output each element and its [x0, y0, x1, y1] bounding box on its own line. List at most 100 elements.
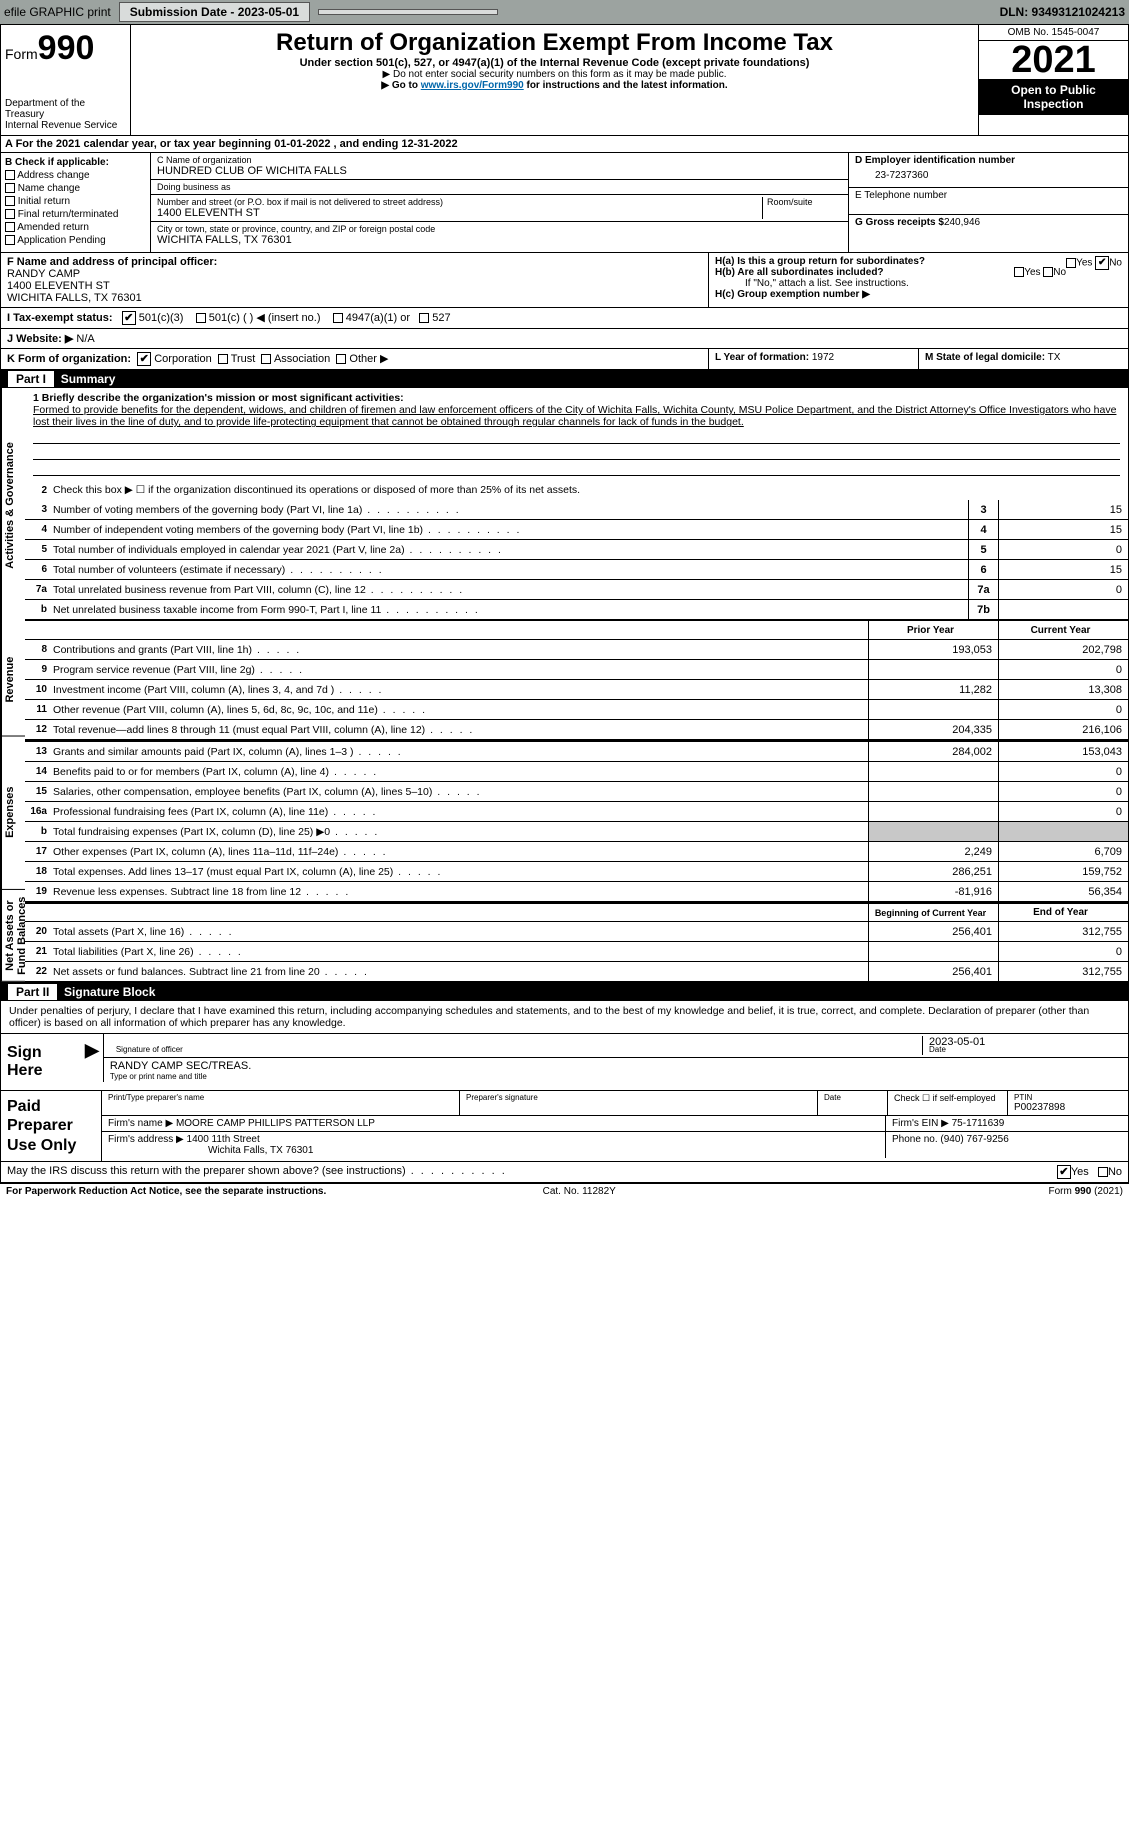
prep-sig-label: Preparer's signature: [466, 1093, 811, 1102]
chk-association[interactable]: [261, 354, 271, 364]
hb-yes-checkbox[interactable]: [1014, 267, 1024, 277]
part-1-body: Activities & Governance Revenue Expenses…: [0, 388, 1129, 983]
open-inspection: Open to Public Inspection: [979, 79, 1128, 115]
addr-label: Number and street (or P.O. box if mail i…: [157, 197, 762, 207]
row-f-label: F Name and address of principal officer:: [7, 256, 217, 268]
form-title: Return of Organization Exempt From Incom…: [135, 29, 974, 57]
form-note1: ▶ Do not enter social security numbers o…: [135, 69, 974, 80]
dept-treasury: Department of the Treasury: [5, 98, 126, 120]
chk-initial-return[interactable]: Initial return: [5, 196, 146, 207]
form-of-org: K Form of organization: ✔ Corporation Tr…: [1, 349, 708, 369]
ha-no-checkbox[interactable]: ✔: [1095, 256, 1109, 270]
addr-cell: Number and street (or P.O. box if mail i…: [151, 195, 848, 222]
chk-trust[interactable]: [218, 354, 228, 364]
irs-label: Internal Revenue Service: [5, 120, 126, 131]
prep-self-employed[interactable]: Check ☐ if self-employed: [888, 1091, 1008, 1115]
room-label: Room/suite: [767, 197, 842, 207]
prep-date-label: Date: [824, 1093, 881, 1102]
state-domicile-label: M State of legal domicile:: [925, 352, 1045, 363]
col-headers-2: Beginning of Current Year End of Year: [25, 902, 1128, 922]
efile-label: efile GRAPHIC print: [4, 5, 111, 19]
website-value: N/A: [73, 333, 94, 345]
col-b-header: B Check if applicable:: [5, 157, 109, 168]
sign-here-label: Sign Here: [1, 1034, 81, 1090]
chk-pending[interactable]: Application Pending: [5, 235, 146, 246]
col-headers-1: Prior Year Current Year: [25, 620, 1128, 640]
gross-label: G Gross receipts $: [855, 217, 944, 228]
col-c-org-info: C Name of organization HUNDRED CLUB OF W…: [151, 153, 848, 252]
chk-4947[interactable]: [333, 313, 343, 323]
form-990-number: 990: [38, 29, 95, 67]
discuss-no-checkbox[interactable]: [1098, 1167, 1108, 1177]
chk-527[interactable]: [419, 313, 429, 323]
h-a-label: H(a) Is this a group return for subordin…: [715, 256, 925, 267]
ha-yes-checkbox[interactable]: [1066, 258, 1076, 268]
line-12: 12Total revenue—add lines 8 through 11 (…: [25, 720, 1128, 740]
h-b-note: If "No," attach a list. See instructions…: [715, 278, 1122, 289]
chk-501c3[interactable]: ✔: [122, 311, 136, 325]
ein-value: 23-7237360: [855, 166, 1122, 185]
row-f-h: F Name and address of principal officer:…: [0, 253, 1129, 308]
officer-name: RANDY CAMP: [7, 268, 80, 280]
note2-pre: ▶ Go to: [381, 80, 420, 91]
summary-body: 1 Briefly describe the organization's mi…: [25, 388, 1128, 982]
tax-exempt-status: I Tax-exempt status: ✔ 501(c)(3) 501(c) …: [1, 308, 708, 328]
chk-name-change[interactable]: Name change: [5, 183, 146, 194]
hb-no-checkbox[interactable]: [1043, 267, 1053, 277]
firm-name: MOORE CAMP PHILLIPS PATTERSON LLP: [176, 1118, 375, 1129]
chk-address-change[interactable]: Address change: [5, 170, 146, 181]
header-right: OMB No. 1545-0047 2021 Open to Public In…: [978, 25, 1128, 135]
footer-mid: Cat. No. 11282Y: [543, 1186, 616, 1197]
col-d-ein: D Employer identification number 23-7237…: [848, 153, 1128, 252]
officer-addr1: 1400 ELEVENTH ST: [7, 280, 110, 292]
firm-ein-label: Firm's EIN ▶: [892, 1118, 949, 1129]
col-prior-year: Prior Year: [868, 621, 998, 639]
principal-officer: F Name and address of principal officer:…: [1, 253, 708, 307]
h-c-label: H(c) Group exemption number ▶: [715, 289, 870, 300]
part-1-header: Part I Summary: [0, 370, 1129, 388]
line-19: 19Revenue less expenses. Subtract line 1…: [25, 882, 1128, 902]
line-6: 6Total number of volunteers (estimate if…: [25, 560, 1128, 580]
sig-date-label: Date: [929, 1045, 946, 1054]
discuss-yes-checkbox[interactable]: ✔: [1057, 1165, 1071, 1179]
blank-button[interactable]: [318, 9, 498, 15]
line1-label: 1 Briefly describe the organization's mi…: [33, 392, 404, 404]
perjury-declaration: Under penalties of perjury, I declare th…: [1, 1001, 1128, 1033]
footer-right: Form 990 (2021): [1049, 1186, 1123, 1197]
form-subtitle: Under section 501(c), 527, or 4947(a)(1)…: [135, 57, 974, 69]
row-k-lm: K Form of organization: ✔ Corporation Tr…: [0, 349, 1129, 370]
line-8: 8Contributions and grants (Part VIII, li…: [25, 640, 1128, 660]
efile-topbar: efile GRAPHIC print Submission Date - 20…: [0, 0, 1129, 24]
city-cell: City or town, state or province, country…: [151, 222, 848, 248]
part-2-header: Part II Signature Block: [0, 983, 1129, 1001]
preparer-table: Print/Type preparer's name Preparer's si…: [101, 1091, 1128, 1161]
row-i-tax-status: I Tax-exempt status: ✔ 501(c)(3) 501(c) …: [0, 308, 1129, 329]
header-left: Form990 Department of the Treasury Inter…: [1, 25, 131, 135]
line-13: 13Grants and similar amounts paid (Part …: [25, 742, 1128, 762]
line-b: bNet unrelated business taxable income f…: [25, 600, 1128, 620]
vtab-revenue: Revenue: [1, 624, 25, 737]
chk-corporation[interactable]: ✔: [137, 352, 151, 366]
irs-link[interactable]: www.irs.gov/Form990: [421, 80, 524, 91]
form-number: Form990: [5, 29, 126, 68]
mission-block: 1 Briefly describe the organization's mi…: [25, 388, 1128, 480]
line-10: 10Investment income (Part VIII, column (…: [25, 680, 1128, 700]
page-footer: For Paperwork Reduction Act Notice, see …: [0, 1183, 1129, 1199]
line-15: 15Salaries, other compensation, employee…: [25, 782, 1128, 802]
row-i-label: I Tax-exempt status:: [7, 312, 113, 324]
mission-text: Formed to provide benefits for the depen…: [33, 404, 1116, 428]
chk-other[interactable]: [336, 354, 346, 364]
chk-501c[interactable]: [196, 313, 206, 323]
part-1-title: Summary: [61, 372, 116, 386]
sig-name-label: Type or print name and title: [110, 1072, 207, 1081]
chk-final-return[interactable]: Final return/terminated: [5, 209, 146, 220]
chk-amended[interactable]: Amended return: [5, 222, 146, 233]
submission-date-button[interactable]: Submission Date - 2023-05-01: [119, 2, 310, 22]
org-name: HUNDRED CLUB OF WICHITA FALLS: [157, 165, 842, 177]
year-formation: 1972: [812, 352, 834, 363]
line-b: bTotal fundraising expenses (Part IX, co…: [25, 822, 1128, 842]
block-bcd: B Check if applicable: Address change Na…: [0, 153, 1129, 253]
line-16a: 16aProfessional fundraising fees (Part I…: [25, 802, 1128, 822]
prep-name-label: Print/Type preparer's name: [108, 1093, 453, 1102]
discuss-text: May the IRS discuss this return with the…: [7, 1165, 507, 1179]
